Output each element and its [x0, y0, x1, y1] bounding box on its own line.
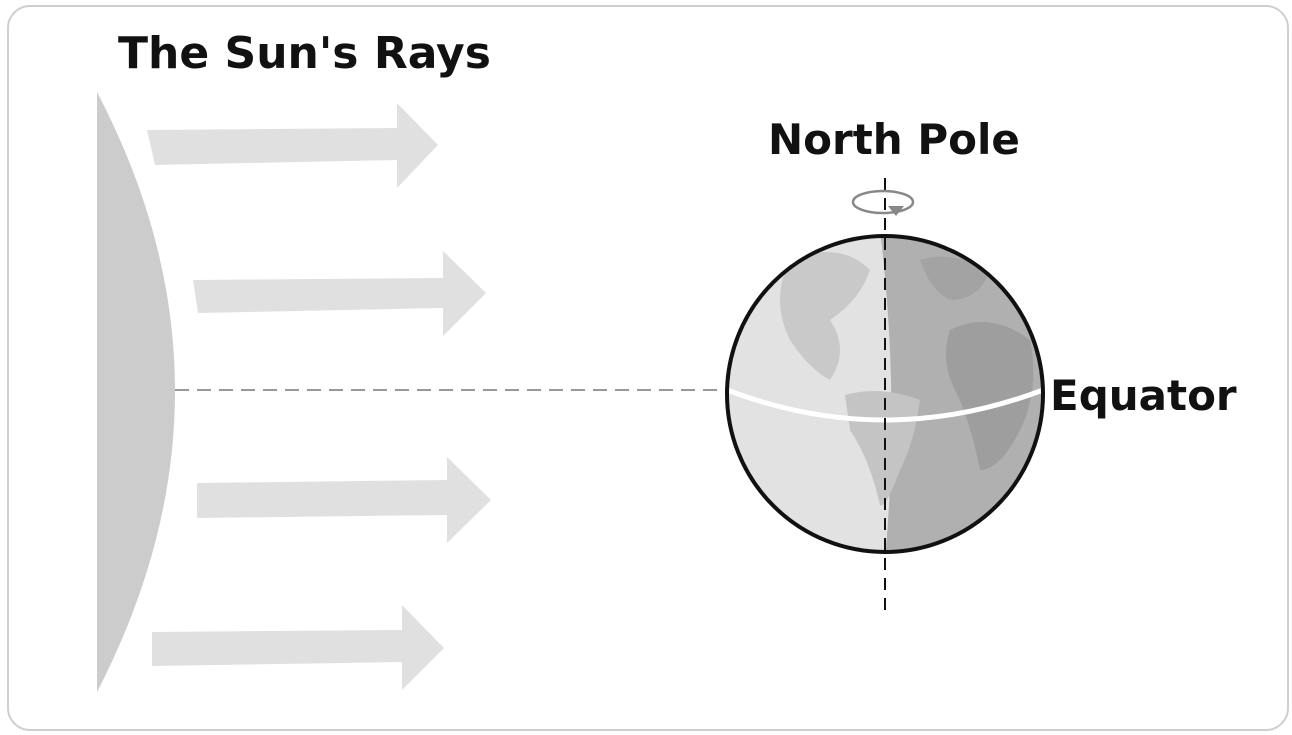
- title: The Sun's Rays: [118, 28, 491, 79]
- continent: [946, 322, 1034, 470]
- continent: [920, 256, 990, 300]
- continent: [780, 252, 870, 380]
- rotation-arrow: [888, 206, 904, 216]
- equator-label: Equator: [1050, 371, 1237, 420]
- ray-arrow: [152, 605, 444, 690]
- ray-arrow: [197, 457, 491, 543]
- globe-outline: [725, 234, 1045, 554]
- card: [7, 5, 1289, 731]
- rays: [147, 103, 491, 690]
- ray-arrow: [147, 103, 438, 188]
- rotation: [851, 189, 915, 215]
- north-pole-label: North Pole: [768, 115, 1020, 164]
- sun: [97, 92, 175, 692]
- ray-arrow: [193, 251, 486, 336]
